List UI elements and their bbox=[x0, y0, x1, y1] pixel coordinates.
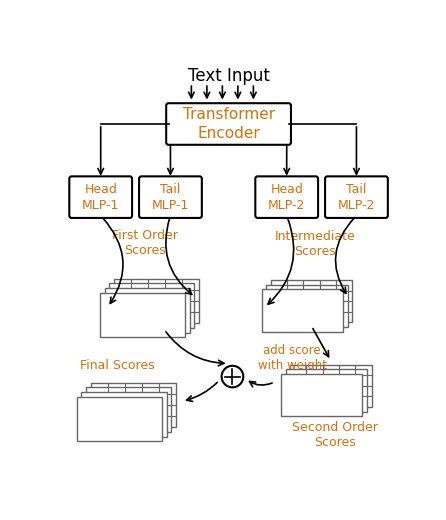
Text: add score
with weight
(α): add score with weight (α) bbox=[258, 344, 326, 386]
Bar bbox=[285, 369, 367, 412]
Text: Second Order
Scores: Second Order Scores bbox=[292, 421, 378, 449]
Bar bbox=[100, 293, 185, 337]
Bar bbox=[261, 289, 343, 332]
Bar bbox=[104, 288, 190, 333]
FancyBboxPatch shape bbox=[255, 176, 318, 218]
Circle shape bbox=[222, 366, 244, 387]
Bar bbox=[266, 284, 347, 327]
Text: Tail
MLP-2: Tail MLP-2 bbox=[338, 183, 375, 212]
Bar bbox=[81, 392, 166, 437]
Bar bbox=[77, 397, 162, 441]
Text: Text Input: Text Input bbox=[188, 67, 269, 85]
Text: Intermediate
Scores: Intermediate Scores bbox=[275, 230, 356, 258]
Text: Head
MLP-2: Head MLP-2 bbox=[268, 183, 306, 212]
Text: Tail
MLP-1: Tail MLP-1 bbox=[152, 183, 189, 212]
Bar bbox=[290, 365, 372, 407]
Bar bbox=[109, 283, 194, 328]
Text: First Order
Scores: First Order Scores bbox=[112, 229, 178, 257]
Bar bbox=[114, 279, 199, 323]
FancyBboxPatch shape bbox=[325, 176, 388, 218]
FancyBboxPatch shape bbox=[69, 176, 132, 218]
Bar bbox=[91, 383, 176, 427]
Bar bbox=[86, 387, 171, 432]
Text: Head
MLP-1: Head MLP-1 bbox=[82, 183, 120, 212]
Text: Final Scores: Final Scores bbox=[80, 359, 155, 372]
FancyBboxPatch shape bbox=[139, 176, 202, 218]
FancyBboxPatch shape bbox=[166, 103, 291, 145]
Text: Transformer
Encoder: Transformer Encoder bbox=[182, 107, 275, 141]
Bar bbox=[271, 280, 352, 322]
Bar bbox=[281, 374, 362, 416]
